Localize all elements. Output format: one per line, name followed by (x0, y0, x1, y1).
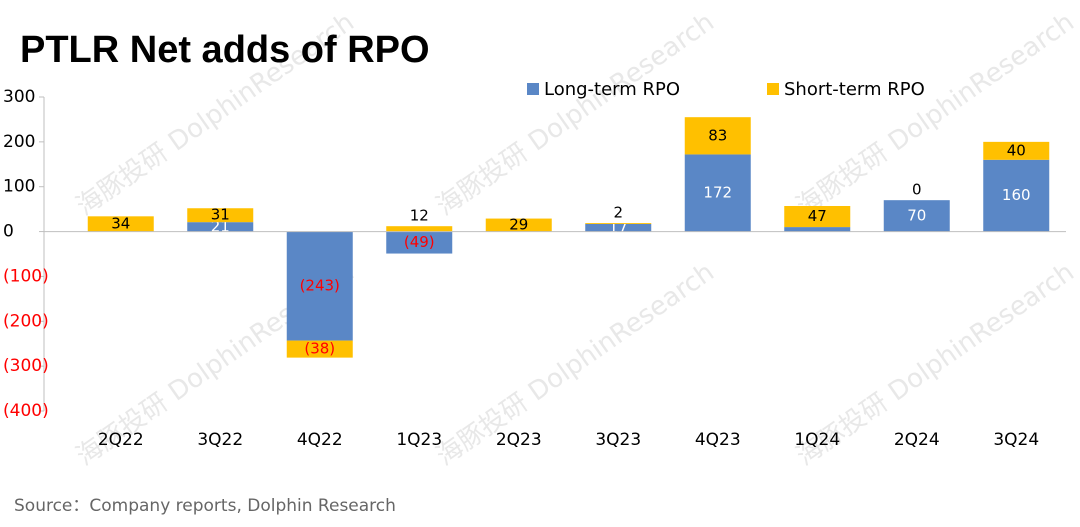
legend-label: Short-term RPO (784, 79, 925, 100)
x-tick-label: 2Q22 (98, 430, 144, 450)
data-label: 31 (211, 206, 230, 224)
data-label: 83 (708, 126, 727, 144)
data-label: 70 (907, 206, 926, 224)
bar (286, 231, 353, 341)
data-label: 2 (613, 204, 623, 222)
legend-swatch (767, 83, 779, 95)
data-label: 0 (912, 181, 922, 199)
x-tick-label: 3Q23 (595, 430, 641, 450)
bar (684, 154, 751, 232)
y-tick-label: 0 (3, 222, 14, 242)
bar (983, 141, 1050, 160)
y-tick-label: (100) (3, 266, 49, 286)
x-tick-label: 3Q24 (993, 430, 1039, 450)
y-tick-label: 300 (3, 87, 35, 107)
x-tick-label: 1Q24 (794, 430, 840, 450)
y-tick-label: (400) (3, 401, 49, 421)
x-tick-label: 4Q23 (695, 430, 741, 450)
legend-label: Long-term RPO (544, 79, 680, 100)
data-label: 40 (1007, 141, 1026, 159)
data-label: 12 (410, 207, 429, 225)
bar (386, 231, 453, 254)
bar (485, 218, 552, 232)
bar (187, 222, 254, 232)
data-label: (49) (404, 233, 435, 251)
y-tick-label: (200) (3, 311, 49, 331)
bar (684, 117, 751, 155)
x-tick-label: 4Q22 (297, 430, 343, 450)
y-tick-label: 200 (3, 132, 35, 152)
bar (983, 159, 1050, 232)
bar (87, 216, 154, 232)
data-label: 172 (703, 183, 732, 201)
data-label: 34 (111, 214, 130, 232)
y-tick-label: 100 (3, 177, 35, 197)
data-label: 29 (509, 216, 528, 234)
bar (883, 200, 950, 232)
source: Source：Company reports, Dolphin Research (14, 496, 396, 516)
data-label: (38) (304, 340, 335, 358)
bar (784, 206, 851, 228)
data-label: 47 (808, 207, 827, 225)
bar (585, 223, 652, 224)
x-tick-label: 2Q24 (894, 430, 940, 450)
x-tick-label: 1Q23 (396, 430, 442, 450)
bar (784, 227, 851, 232)
legend-swatch (527, 83, 539, 95)
bar (286, 340, 353, 358)
x-tick-label: 3Q22 (197, 430, 243, 450)
bar (585, 223, 652, 232)
x-tick-label: 2Q23 (496, 430, 542, 450)
data-label: (243) (300, 277, 340, 295)
data-label: 160 (1002, 186, 1031, 204)
bar (187, 208, 254, 223)
y-tick-label: (300) (3, 356, 49, 376)
bar (386, 226, 453, 232)
chart-title: PTLR Net adds of RPO (20, 29, 430, 71)
